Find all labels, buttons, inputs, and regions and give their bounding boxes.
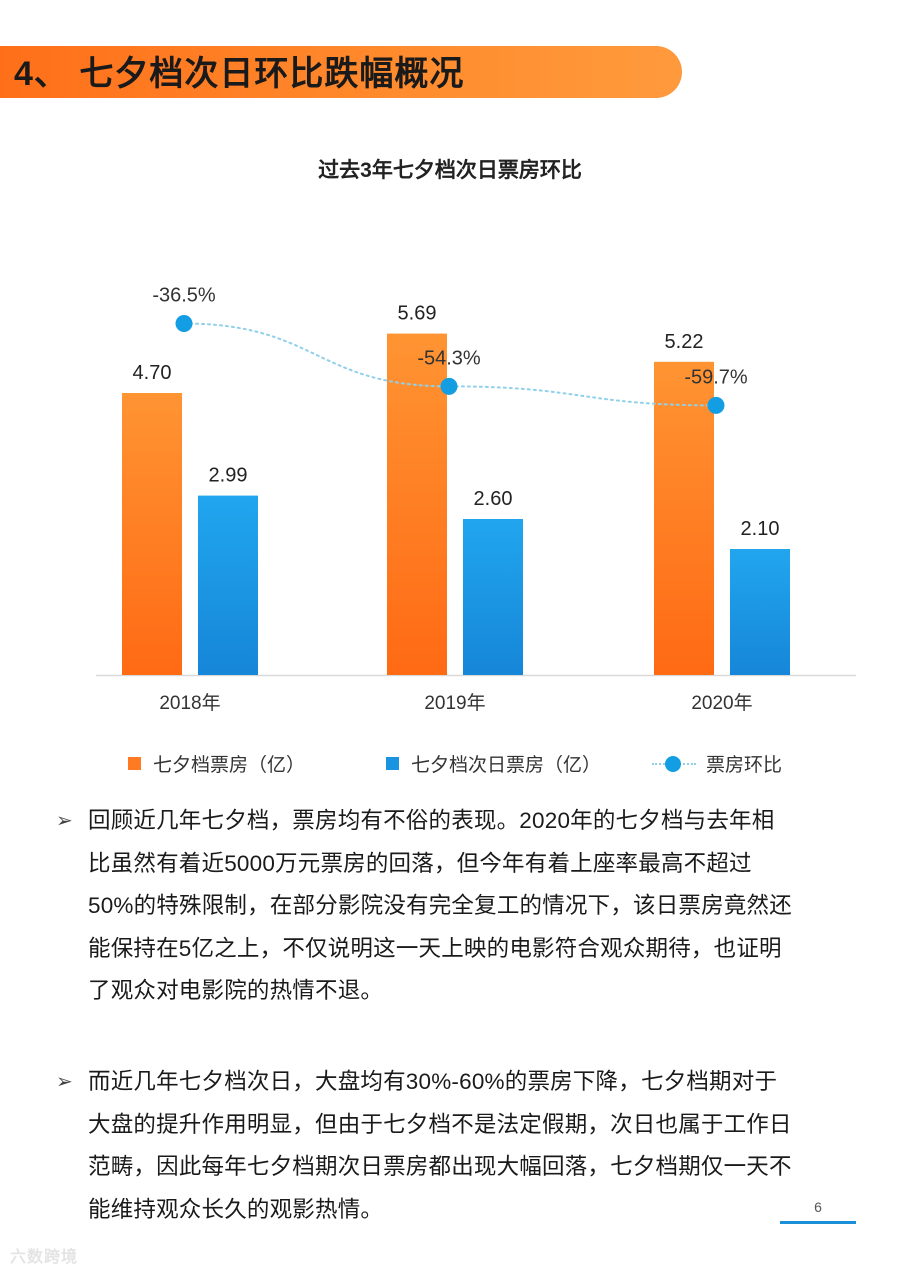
bar-data-label: 5.69 [398, 303, 437, 325]
paragraph-2: ➢ 而近几年七夕档次日，大盘均有30%-60%的票房下降，七夕档期对于 大盘的提… [56, 1061, 856, 1231]
chart-legend: 七夕档票房（亿） 七夕档次日票房（亿） 票房环比 [0, 750, 900, 780]
ratio-point [707, 396, 725, 414]
legend-label: 七夕档票房（亿） [153, 755, 306, 776]
ratio-point [175, 315, 193, 333]
paragraph-line: 回顾近几年七夕档，票房均有不俗的表现。2020年的七夕档与去年相 [88, 808, 775, 833]
paragraph-line: 了观众对电影院的热情不退。 [88, 978, 384, 1003]
paragraph-line: 比虽然有着近5000万元票房的回落，但今年有着上座率最高不超过 [88, 850, 752, 876]
x-tick-label: 2018年 [159, 692, 220, 714]
legend-item-series-2: 七夕档次日票房（亿） [386, 750, 601, 777]
header-banner [0, 46, 682, 98]
chart-title: 过去3年七夕档次日票房环比 [318, 159, 582, 182]
bar-data-label: 2.99 [209, 465, 248, 487]
bullet-arrow-icon: ➢ [56, 810, 73, 832]
legend-line-marker [652, 755, 696, 772]
paragraph-line: 大盘的提升作用明显，但由于七夕档不是法定假期，次日也属于工作日 [88, 1111, 792, 1137]
legend-label: 票房环比 [706, 755, 783, 776]
bar-data-label: 2.10 [741, 518, 780, 540]
legend-swatch-blue [386, 757, 399, 770]
ratio-data-label: -54.3% [417, 347, 481, 369]
bar-data-label: 5.22 [665, 331, 704, 353]
bar-qixi-boxoffice [654, 361, 714, 675]
legend-item-series-1: 七夕档票房（亿） [128, 750, 305, 777]
page-number: 6 [814, 1199, 822, 1215]
legend-item-series-3: 票房环比 [652, 750, 782, 777]
bar-nextday-boxoffice [198, 495, 258, 675]
ratio-data-label: -36.5% [152, 285, 216, 307]
paragraph-line: 能保持在5亿之上，不仅说明这一天上映的电影符合观众期待，也证明 [88, 935, 782, 961]
ratio-data-label: -59.7% [684, 366, 748, 388]
bar-nextday-boxoffice [463, 519, 523, 675]
bar-data-label: 4.70 [133, 362, 172, 384]
bar-data-label: 2.60 [474, 488, 513, 510]
ratio-point [440, 377, 458, 395]
x-tick-label: 2019年 [424, 692, 485, 714]
ratio-line [183, 322, 717, 407]
paragraph-1: ➢ 回顾近几年七夕档，票房均有不俗的表现。2020年的七夕档与去年相 比虽然有着… [56, 800, 856, 1013]
paragraph-line: 范畴，因此每年七夕档期次日票房都出现大幅回落，七夕档期仅一天不 [88, 1154, 792, 1179]
bar-qixi-boxoffice [122, 393, 182, 675]
legend-label: 七夕档次日票房（亿） [411, 755, 602, 776]
paragraph-line: 50%的特殊限制，在部分影院没有完全复工的情况下，该日票房竟然还 [88, 893, 792, 918]
page-title: 4、 七夕档次日环比跌幅概况 [14, 55, 465, 93]
x-tick-label: 2020年 [691, 692, 752, 714]
bar-nextday-boxoffice [730, 549, 790, 675]
legend-swatch-orange [128, 757, 141, 770]
page-number-underline [780, 1221, 856, 1224]
paragraph-line: 能维持观众长久的观影热情。 [88, 1196, 384, 1222]
watermark-logo: 六数跨境 [10, 1249, 79, 1266]
bullet-arrow-icon: ➢ [56, 1071, 73, 1093]
paragraph-line: 而近几年七夕档次日，大盘均有30%-60%的票房下降，七夕档期对于 [88, 1069, 778, 1094]
bar-qixi-boxoffice [387, 333, 447, 675]
bar-line-chart: 4.70 2.99 2018年 5.69 2.60 2019年 5.22 2.10 2020年 -… [96, 285, 856, 714]
